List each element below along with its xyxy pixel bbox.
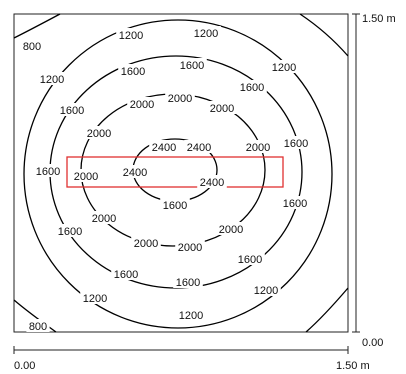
bottom-axis-right-label: 1.50 m	[336, 360, 370, 372]
contour-800-bottom-left	[13, 299, 57, 333]
right-axis-top-label: 1.50 m	[362, 13, 396, 25]
contour-label-1200: 1200	[40, 74, 64, 86]
contour-label-2400: 2400	[123, 167, 147, 179]
contour-label-bg	[71, 169, 101, 182]
contour-800-top-right	[299, 13, 349, 57]
contour-label-800: 800	[23, 41, 41, 53]
contour-label-bg	[80, 291, 110, 304]
right-axis-bottom-label: 0.00	[362, 337, 383, 349]
contour-label-bg	[160, 198, 190, 211]
contour-label-bg	[173, 275, 203, 288]
contour-label-1200: 1200	[83, 293, 107, 305]
contour-label-bg	[149, 140, 179, 153]
contour-label-bg	[37, 72, 67, 85]
contour-label-1600: 1600	[180, 60, 204, 72]
contour-label-bg	[111, 267, 141, 280]
contour-label-bg	[175, 240, 205, 253]
contour-label-bg	[269, 60, 299, 73]
contour-label-2000: 2000	[92, 213, 116, 225]
contour-label-1600: 1600	[60, 105, 84, 117]
plot-border	[13, 13, 349, 333]
contour-label-bg	[20, 39, 44, 52]
contour-label-2400: 2400	[187, 142, 211, 154]
contour-label-1200: 1200	[194, 28, 218, 40]
contour-label-1600: 1600	[163, 200, 187, 212]
contour-label-bg	[191, 26, 221, 39]
contour-label-2000: 2000	[130, 99, 154, 111]
contour-label-bg	[120, 165, 150, 178]
contour-label-1200: 1200	[179, 310, 203, 322]
contour-label-800: 800	[29, 321, 47, 333]
contour-label-bg	[89, 211, 119, 224]
contour-1200	[23, 19, 333, 329]
contour-label-1600: 1600	[240, 82, 264, 94]
contour-label-bg	[197, 175, 227, 188]
contour-label-bg	[55, 224, 85, 237]
highlight-region	[66, 156, 284, 188]
contour-label-bg	[237, 80, 267, 93]
contour-label-1200: 1200	[254, 285, 278, 297]
contour-label-1600: 1600	[36, 166, 60, 178]
contour-label-1600: 1600	[238, 254, 262, 266]
bottom-axis-left-label: 0.00	[14, 360, 35, 372]
contour-label-bg	[243, 140, 273, 153]
contour-label-1600: 1600	[114, 269, 138, 281]
contour-label-bg	[131, 236, 161, 249]
contour-label-2000: 2000	[168, 93, 192, 105]
contour-label-bg	[84, 126, 114, 139]
contour-label-bg	[127, 97, 157, 110]
contour-label-bg	[26, 319, 50, 332]
contour-label-2400: 2400	[200, 177, 224, 189]
contour-label-bg	[216, 222, 246, 235]
contour-label-1200: 1200	[119, 30, 143, 42]
contour-label-2000: 2000	[87, 128, 111, 140]
contour-label-bg	[251, 283, 281, 296]
contour-label-bg	[57, 103, 87, 116]
contour-label-bg	[176, 308, 206, 321]
contour-label-bg	[33, 164, 63, 177]
contour-label-1600: 1600	[284, 138, 308, 150]
contour-label-bg	[280, 196, 310, 209]
contour-800-top-left	[13, 13, 61, 39]
contour-label-bg	[184, 140, 214, 153]
contour-label-1600: 1600	[121, 66, 145, 78]
contour-label-2000: 2000	[210, 103, 234, 115]
contour-800-bottom-right	[305, 287, 349, 333]
contour-label-2000: 2000	[178, 242, 202, 254]
contour-label-1200: 1200	[272, 62, 296, 74]
contour-label-bg	[281, 136, 311, 149]
contour-label-bg	[116, 28, 146, 41]
contour-label-1600: 1600	[176, 277, 200, 289]
contour-label-bg	[165, 91, 195, 104]
contour-label-bg	[235, 252, 265, 265]
contour-label-2000: 2000	[134, 238, 158, 250]
contour-label-bg	[207, 101, 237, 114]
contour-label-2400: 2400	[152, 142, 176, 154]
contour-label-2000: 2000	[246, 142, 270, 154]
contour-label-1600: 1600	[58, 226, 82, 238]
contour-label-bg	[177, 58, 207, 71]
contour-label-bg	[118, 64, 148, 77]
contour-label-2000: 2000	[74, 171, 98, 183]
contour-label-1600: 1600	[283, 198, 307, 210]
contour-label-2000: 2000	[219, 224, 243, 236]
